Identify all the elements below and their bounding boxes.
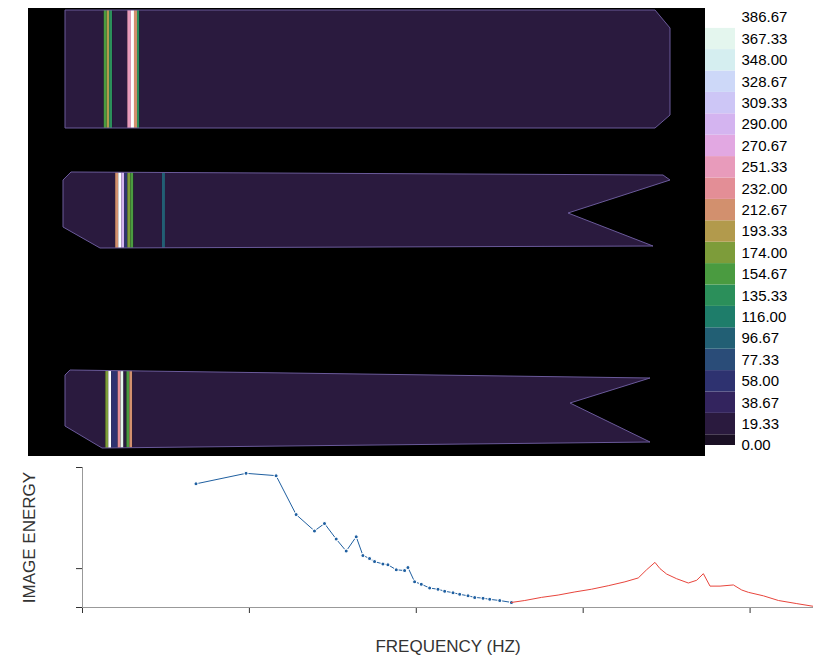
- svg-text:96.67: 96.67: [742, 329, 780, 346]
- svg-text:290.00: 290.00: [742, 115, 788, 132]
- svg-text:FREQUENCY (HZ): FREQUENCY (HZ): [375, 637, 520, 656]
- svg-text:58.00: 58.00: [742, 372, 780, 389]
- svg-text:232.00: 232.00: [742, 180, 788, 197]
- svg-text:193.33: 193.33: [742, 222, 788, 239]
- svg-text:367.33: 367.33: [742, 30, 788, 47]
- svg-text:309.33: 309.33: [742, 94, 788, 111]
- svg-text:116.00: 116.00: [742, 308, 787, 325]
- svg-text:328.67: 328.67: [742, 72, 788, 89]
- svg-text:174.00: 174.00: [742, 244, 788, 261]
- svg-text:IMAGE ENERGY: IMAGE ENERGY: [20, 472, 39, 603]
- svg-text:251.33: 251.33: [742, 158, 788, 175]
- svg-text:154.67: 154.67: [742, 265, 788, 282]
- svg-text:38.67: 38.67: [742, 393, 780, 410]
- svg-text:386.67: 386.67: [742, 8, 788, 25]
- svg-text:270.67: 270.67: [742, 137, 788, 154]
- svg-text:348.00: 348.00: [742, 51, 788, 68]
- svg-text:19.33: 19.33: [742, 415, 780, 432]
- svg-text:212.67: 212.67: [742, 201, 788, 218]
- svg-text:77.33: 77.33: [742, 351, 780, 368]
- svg-text:135.33: 135.33: [742, 287, 788, 304]
- svg-text:0.00: 0.00: [742, 436, 771, 453]
